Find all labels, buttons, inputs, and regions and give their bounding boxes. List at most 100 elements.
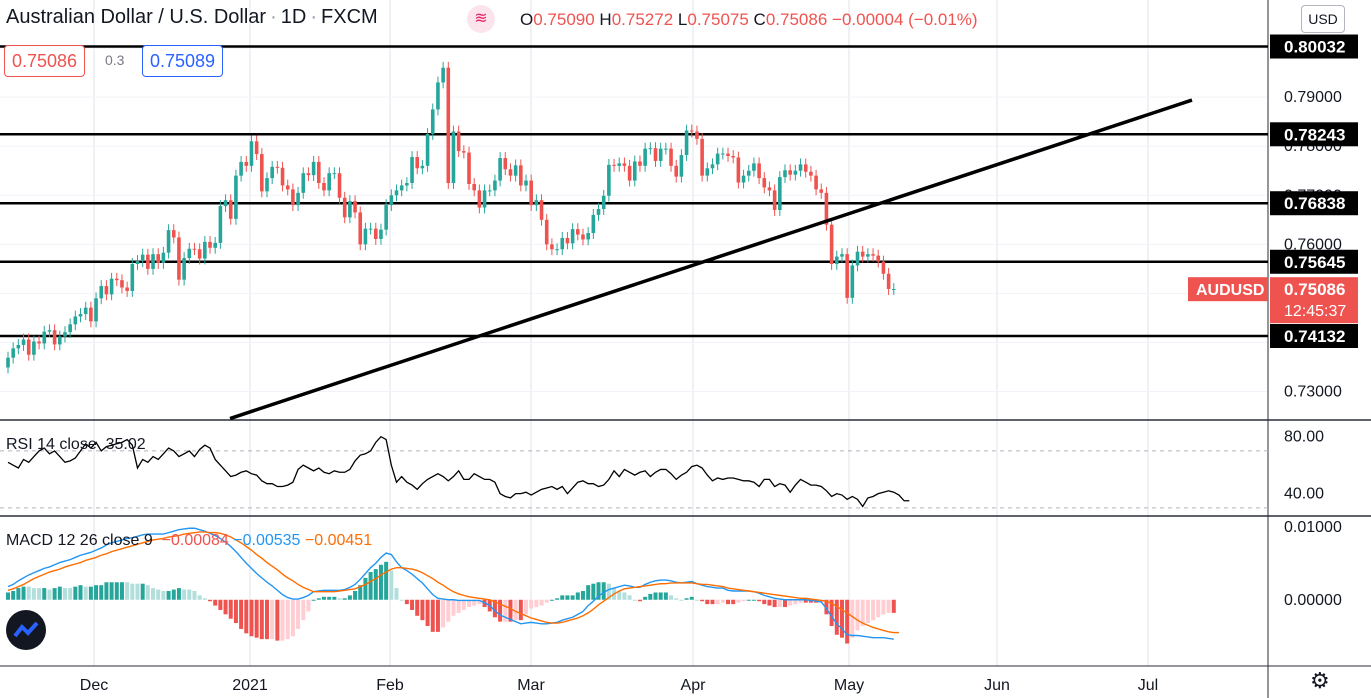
macd-histogram-bar — [213, 599, 218, 606]
macd-histogram-bar — [881, 599, 886, 615]
level-price-tag — [1270, 122, 1358, 147]
macd-histogram-bar — [451, 599, 456, 616]
level-price-label: 0.80032 — [1284, 38, 1345, 57]
macd-histogram-bar — [876, 599, 881, 618]
macd-histogram-bar — [208, 599, 213, 602]
macd-histogram-bar — [508, 599, 513, 622]
horizontal-levels[interactable] — [0, 45, 1268, 338]
macd-histogram-bar — [171, 589, 176, 600]
candle-body — [47, 330, 52, 332]
level-price-tag — [1270, 191, 1358, 216]
macd-histogram-bar — [446, 599, 451, 622]
macd-histogram-bar — [700, 599, 705, 602]
candle-body — [171, 230, 176, 238]
macd-histogram-bar — [83, 586, 88, 600]
interval-label[interactable]: 1D — [280, 6, 307, 28]
macd-histogram-bar — [78, 585, 83, 600]
candle-body — [581, 234, 585, 240]
macd-histogram-bar — [617, 591, 622, 600]
symbol-title[interactable]: Australian Dollar / U.S. Dollar — [6, 6, 267, 28]
candle-body — [487, 190, 492, 192]
candle-body — [114, 278, 119, 281]
macd-histogram-bar — [363, 577, 368, 600]
candle-body — [891, 288, 896, 290]
macd-histogram-bar — [643, 596, 648, 600]
price-axis[interactable]: 0.730000.740000.750000.760000.770000.780… — [1188, 34, 1358, 609]
trendline[interactable] — [229, 98, 1193, 421]
candle-body — [519, 165, 523, 186]
candle-body — [265, 178, 269, 192]
macd-histogram-bar — [772, 599, 777, 608]
candle-body — [524, 180, 528, 186]
macd-histogram-bar — [467, 599, 472, 608]
candle-body — [456, 131, 461, 152]
candle-body — [757, 163, 761, 179]
candle-body — [394, 190, 399, 196]
macd-histogram-bar — [793, 599, 798, 605]
rsi-legend[interactable]: RSI 14 close 35.02 — [6, 436, 146, 453]
candle-body — [638, 161, 642, 166]
macd-histogram-bar — [601, 582, 606, 600]
candle-body — [135, 261, 140, 264]
candle-body — [218, 206, 223, 243]
last-price-tag — [1270, 277, 1358, 324]
candle-body — [570, 229, 575, 244]
candle-body — [384, 205, 388, 230]
currency-button[interactable]: USD — [1301, 5, 1345, 33]
macd-histogram-bar — [26, 586, 31, 600]
candle-body — [140, 254, 145, 262]
macd-histogram-bar — [622, 592, 627, 600]
macd-histogram-bar — [21, 586, 26, 600]
macd-histogram-bar — [410, 599, 415, 610]
candles — [6, 61, 896, 374]
macd-histogram-bar — [741, 599, 746, 602]
buy-button[interactable]: 0.75089 — [142, 45, 224, 77]
candle-body — [845, 254, 849, 298]
macd-histogram-bar — [586, 585, 591, 600]
tradingview-logo-icon[interactable] — [6, 610, 46, 650]
macd-histogram-bar — [658, 592, 663, 600]
time-axis[interactable]: Dec 2021 Feb Mar Apr May Jun Jul — [80, 677, 1158, 694]
level-price-tag — [1270, 34, 1358, 59]
price-tick-label: 0.76000 — [1284, 236, 1342, 253]
candle-body — [767, 187, 772, 191]
candle-body — [664, 148, 668, 150]
candle-body — [94, 298, 98, 322]
candle-body — [16, 344, 21, 349]
candle-body — [348, 201, 352, 218]
gear-icon[interactable]: ⚙ — [1310, 668, 1330, 693]
candle-body — [886, 273, 891, 289]
macd-histogram-bar — [788, 599, 793, 606]
macd-histogram-bar — [565, 595, 570, 600]
candle-body — [788, 170, 792, 175]
macd-histogram-bar — [808, 599, 813, 603]
candle-body — [746, 170, 751, 176]
symbol-header[interactable]: Australian Dollar / U.S. Dollar · 1D · FXCM — [6, 6, 378, 28]
macd-histogram-bar — [637, 599, 642, 602]
candle-body — [477, 190, 482, 208]
macd-histogram-bar — [461, 599, 466, 610]
candle-body — [182, 258, 186, 280]
time-tick-label: Jul — [1138, 677, 1158, 694]
macd-histogram-bar — [140, 583, 145, 600]
candle-body — [752, 163, 756, 171]
candle-body — [109, 278, 114, 295]
macd-histogram-bar — [653, 592, 658, 600]
macd-histogram-bar — [891, 599, 896, 613]
macd-legend[interactable]: MACD 12 26 close 9 −0.00084 −0.00535 −0.… — [6, 532, 373, 549]
candle-body — [591, 214, 596, 234]
alert-clock-icon[interactable]: ≋ — [467, 5, 495, 33]
macd-histogram-bar — [135, 583, 140, 600]
candle-body — [239, 161, 243, 176]
candle-body — [700, 138, 704, 176]
sell-button[interactable]: 0.75086 — [4, 45, 86, 77]
candle-body — [736, 157, 741, 183]
macd-histogram-bar — [197, 595, 202, 600]
candle-body — [726, 153, 730, 157]
macd-histogram-bar — [62, 588, 67, 600]
macd-histogram-bar — [233, 599, 238, 624]
candle-body — [234, 175, 238, 219]
macd-histogram-bar — [819, 599, 824, 603]
